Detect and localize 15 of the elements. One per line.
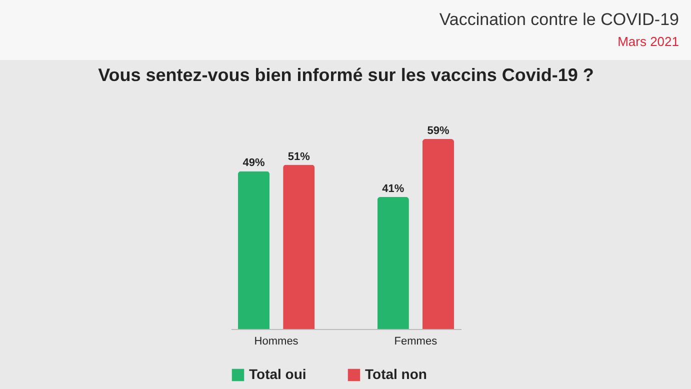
bar (376, 196, 408, 329)
legend-label: Total oui (248, 366, 306, 382)
text: Vaccination contre le COVID-19 (439, 10, 679, 30)
bar (282, 164, 314, 329)
x-tick-label: Hommes (254, 336, 298, 348)
chart-title: Vous sentez-vous bien informé sur les vaccins Covid-19 ? (98, 65, 594, 85)
bar (237, 171, 270, 329)
bar (422, 139, 454, 329)
data-label: 59% (426, 125, 449, 137)
data-label: 49% (242, 157, 264, 170)
data-label: 41% (382, 182, 404, 195)
x-tick-label: Femmes (394, 336, 438, 348)
text: Mars 2021 (618, 34, 679, 49)
legend-label: Total non (364, 366, 426, 382)
data-label: 51% (287, 150, 310, 163)
